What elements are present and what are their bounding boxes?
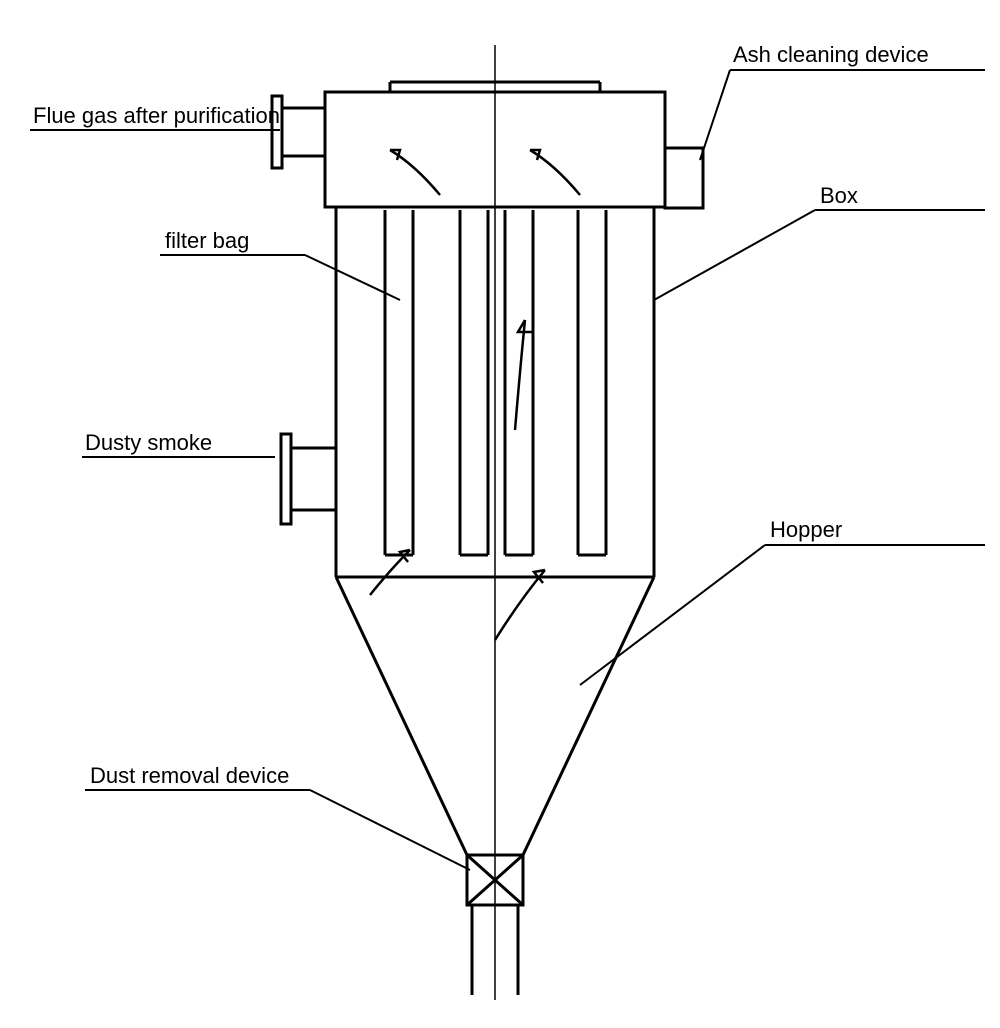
label-dust-removal: Dust removal device: [90, 763, 289, 789]
diagram-svg: [0, 0, 1000, 1028]
label-flue-gas: Flue gas after purification: [33, 103, 280, 129]
label-dusty-smoke: Dusty smoke: [85, 430, 212, 456]
label-ash-cleaning: Ash cleaning device: [733, 42, 929, 68]
label-box: Box: [820, 183, 858, 209]
flow-arrows: [370, 150, 580, 640]
label-filter-bag: filter bag: [165, 228, 249, 254]
label-hopper: Hopper: [770, 517, 842, 543]
hopper-right: [523, 577, 654, 855]
ash-cleaning-device: [665, 148, 703, 208]
